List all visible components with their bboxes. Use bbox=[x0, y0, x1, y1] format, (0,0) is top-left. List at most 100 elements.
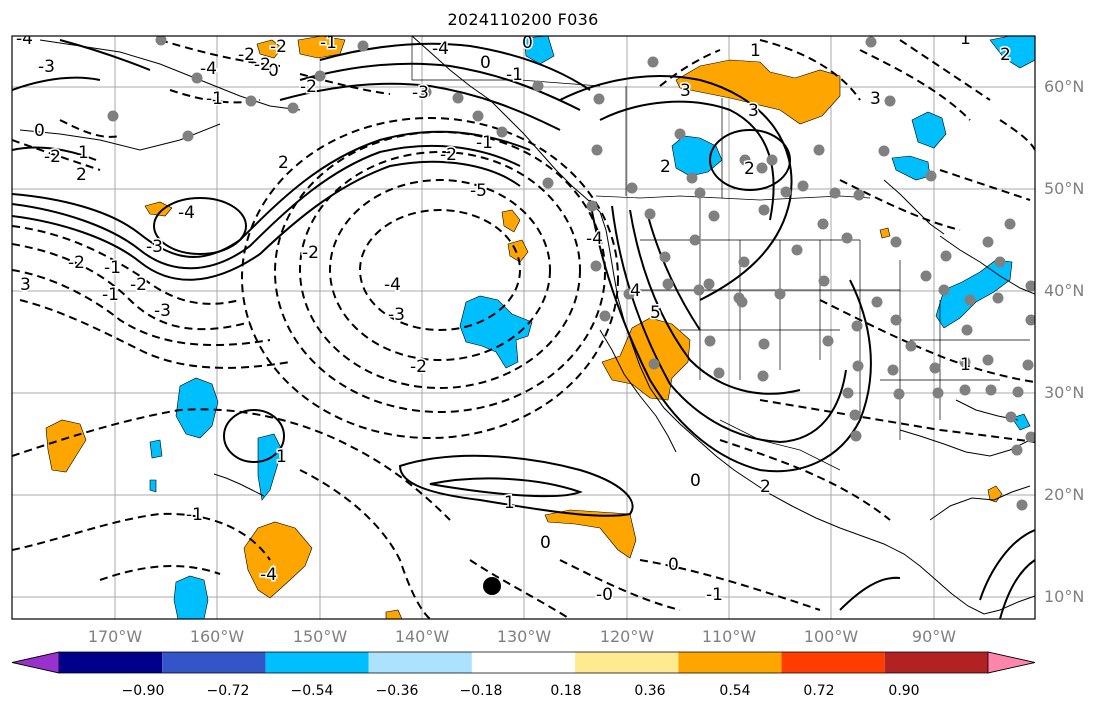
storm-marker bbox=[483, 577, 501, 595]
contour-label: -4 bbox=[16, 29, 33, 49]
solid-contours bbox=[12, 39, 1035, 619]
contour-label: -1 bbox=[506, 65, 523, 85]
colorbar-tick: −0.90 bbox=[121, 683, 165, 699]
contour-label: 1 bbox=[960, 355, 971, 375]
colorbar-tick: 0.18 bbox=[550, 683, 582, 699]
contour-label: -4 bbox=[178, 203, 195, 223]
contour-label: -1 bbox=[476, 133, 493, 153]
dashed-contours bbox=[12, 39, 1035, 619]
contour-label: 1 bbox=[504, 493, 515, 513]
lat-label-40n: 40°N bbox=[1044, 281, 1085, 300]
contour-label: -2 bbox=[440, 145, 457, 165]
contour-label: -5 bbox=[470, 181, 487, 201]
colorbar-tick: −0.72 bbox=[206, 683, 250, 699]
contour-label: -4 bbox=[200, 59, 217, 79]
contour-label: 3 bbox=[748, 101, 759, 121]
contour-label: -2 bbox=[44, 147, 61, 167]
contour-label: 1 bbox=[960, 29, 971, 49]
contour-label: -1 bbox=[706, 585, 723, 605]
contour-label: 0 bbox=[668, 555, 679, 575]
colorbar-tick: 0.36 bbox=[634, 683, 666, 699]
contour-label: -3 bbox=[154, 301, 171, 321]
lon-label-150w: 150°W bbox=[292, 627, 348, 646]
contour-label: -3 bbox=[412, 83, 429, 103]
contour-label: 2 bbox=[1000, 45, 1011, 65]
colorbar bbox=[11, 651, 1036, 674]
colorbar-extend-low bbox=[11, 651, 60, 674]
contour-label: -1 bbox=[186, 505, 203, 525]
lat-label-20n: 20°N bbox=[1044, 485, 1085, 504]
lat-label-10n: 10°N bbox=[1044, 587, 1085, 606]
positive-anomaly-patches bbox=[45, 36, 1003, 619]
contour-label: -4 bbox=[432, 39, 449, 59]
contour-label: -3 bbox=[146, 237, 163, 257]
lon-label-140w: 140°W bbox=[394, 627, 450, 646]
contour-label: 2 bbox=[760, 477, 771, 497]
colorbar-tick: 0.54 bbox=[719, 683, 751, 699]
colorbar-tick: −0.18 bbox=[459, 683, 503, 699]
contour-label: 1 bbox=[276, 447, 287, 467]
contour-label: -2 bbox=[302, 243, 319, 263]
contour-label: 1 bbox=[750, 41, 761, 61]
lat-label-50n: 50°N bbox=[1044, 179, 1085, 198]
contour-label: -1 bbox=[104, 258, 121, 278]
colorbar-tick: 0.72 bbox=[803, 683, 835, 699]
contour-label: -2 bbox=[130, 275, 147, 295]
lon-label-120w: 120°W bbox=[599, 627, 655, 646]
contour-label: 0 bbox=[34, 121, 45, 141]
contour-label: 0 bbox=[522, 33, 533, 53]
colorbar-segment bbox=[471, 652, 576, 673]
contour-label: 0 bbox=[540, 533, 551, 553]
contour-label: 3 bbox=[680, 81, 691, 101]
lon-label-100w: 100°W bbox=[803, 627, 859, 646]
contour-label: 0 bbox=[268, 61, 279, 81]
contour-label: 4 bbox=[630, 281, 641, 301]
lat-label-60n: 60°N bbox=[1044, 77, 1085, 96]
contour-label: 0 bbox=[480, 53, 491, 73]
contour-label: -1 bbox=[320, 33, 337, 53]
map-title: 2024110200 F036 bbox=[447, 10, 599, 29]
contour-label: -4 bbox=[586, 229, 603, 249]
lon-label-110w: 110°W bbox=[701, 627, 757, 646]
colorbar-tick: −0.36 bbox=[375, 683, 419, 699]
contour-label: 0 bbox=[690, 471, 701, 491]
lon-label-170w: 170°W bbox=[87, 627, 143, 646]
contour-label: 2 bbox=[76, 165, 87, 185]
political-borders bbox=[411, 36, 1030, 471]
colorbar-segment bbox=[368, 652, 472, 673]
contour-label: 3 bbox=[20, 275, 31, 295]
lon-label-160w: 160°W bbox=[189, 627, 245, 646]
contour-label: 2 bbox=[660, 157, 671, 177]
colorbar-segment bbox=[265, 652, 369, 673]
contour-label: -1 bbox=[206, 89, 223, 109]
colorbar-tick: 0.90 bbox=[888, 683, 920, 699]
lat-label-30n: 30°N bbox=[1044, 383, 1085, 402]
colorbar-segment bbox=[678, 652, 782, 673]
negative-anomaly-patches bbox=[149, 36, 1035, 619]
map-frame bbox=[11, 35, 1036, 620]
lon-label-130w: 130°W bbox=[496, 627, 552, 646]
colorbar-outline bbox=[11, 651, 1036, 674]
colorbar-segment bbox=[781, 652, 885, 673]
contour-label: -4 bbox=[384, 275, 401, 295]
colorbar-segment bbox=[162, 652, 266, 673]
contour-label: 3 bbox=[870, 89, 881, 109]
colorbar-segment bbox=[884, 652, 988, 673]
lon-label-90w: 90°W bbox=[911, 627, 957, 646]
colorbar-segment bbox=[59, 652, 163, 673]
colorbar-tick: −0.54 bbox=[290, 683, 334, 699]
contour-label: -2 bbox=[410, 357, 427, 377]
station-markers bbox=[107, 36, 1035, 511]
contour-label: 5 bbox=[650, 303, 661, 323]
contour-label: 2 bbox=[744, 159, 755, 179]
contour-label: -0 bbox=[596, 585, 613, 605]
colorbar-extend-high bbox=[987, 651, 1036, 674]
contour-label: -2 bbox=[270, 37, 287, 57]
contour-label: -2 bbox=[68, 253, 85, 273]
contour-label: -2 bbox=[238, 45, 255, 65]
contour-label: -2 bbox=[254, 55, 271, 75]
contour-label: -2 bbox=[300, 77, 317, 97]
contour-label: 1 bbox=[78, 143, 89, 163]
contour-label: -3 bbox=[388, 305, 405, 325]
